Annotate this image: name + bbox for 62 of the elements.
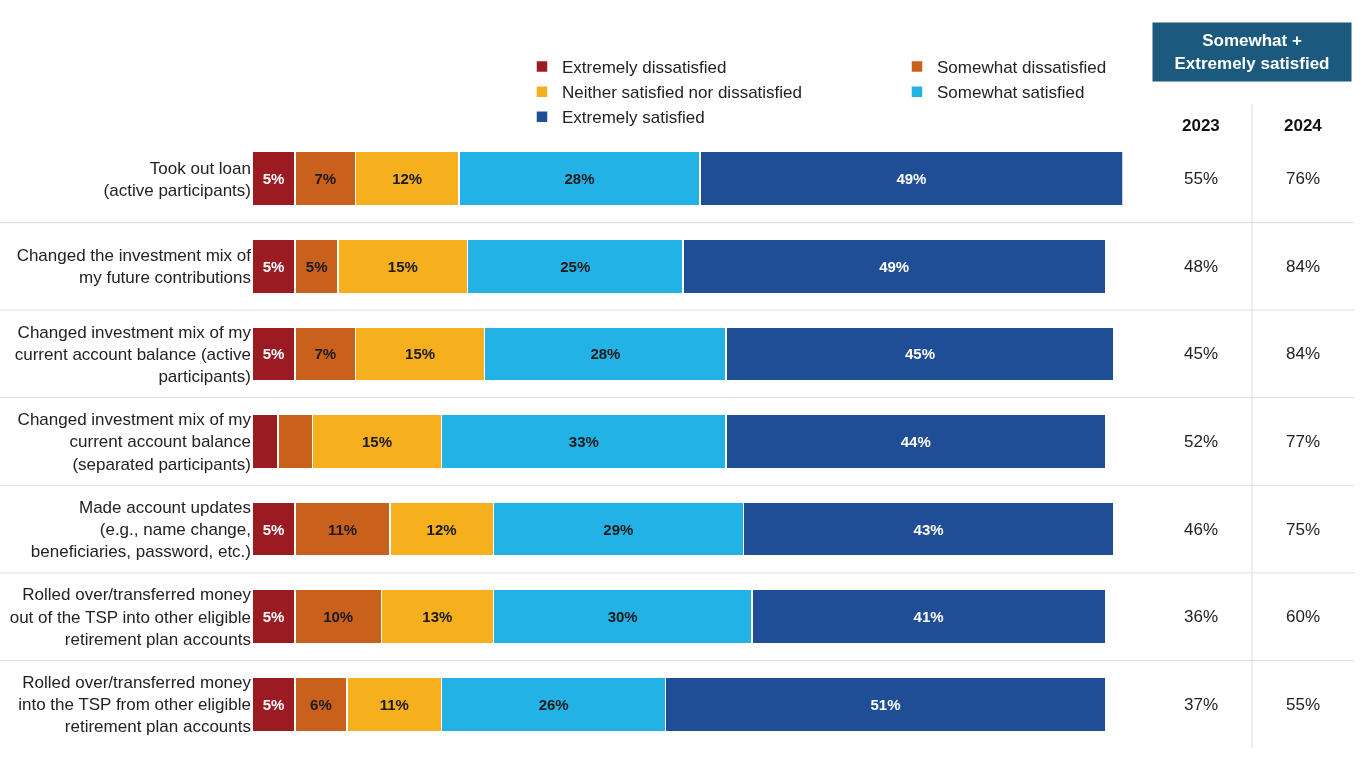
- data-label: 11%: [379, 695, 409, 713]
- text: 84%: [1286, 344, 1321, 363]
- data-label: 25%: [560, 257, 591, 275]
- data-label: 49%: [879, 257, 910, 275]
- y-tick-label: Rolled over/transferred money out of the TSP into other eligible retirement plan accounts: [9, 585, 252, 649]
- text: 37%: [1184, 695, 1219, 714]
- data-label: 12%: [426, 520, 457, 538]
- data-label: 43%: [913, 520, 944, 538]
- legend-label: Extremely satisfied: [561, 108, 705, 128]
- data-label: 5%: [305, 257, 328, 275]
- data-label: 5%: [262, 170, 285, 188]
- text: 55%: [1286, 695, 1321, 714]
- y-tick-label: Made account updates (e.g., name change, beneficiaries, password, etc.): [30, 497, 251, 562]
- legend-label: Neither satisfied nor dissatisfied: [561, 83, 803, 103]
- data-label: 15%: [387, 257, 418, 275]
- text: 75%: [1286, 520, 1321, 539]
- data-label: 44%: [900, 433, 931, 450]
- data-label: 15%: [405, 345, 436, 363]
- legend-label: Somewhat dissatisfied: [936, 58, 1107, 78]
- text: 52%: [1184, 432, 1219, 451]
- data-label: 6%: [310, 695, 332, 713]
- text: Somewhat + Extremely satisfied: [1174, 31, 1330, 73]
- data-label: 7%: [314, 345, 337, 363]
- data-label: 41%: [913, 608, 944, 626]
- data-label: 51%: [870, 695, 901, 713]
- data-label: 11%: [327, 520, 358, 538]
- y-tick-label: Took out loan (active participants): [103, 158, 251, 200]
- y-tick-label: Changed investment mix of my current account balance (separated participants): [17, 410, 252, 474]
- data-label: 45%: [905, 345, 936, 363]
- data-label: 5%: [262, 608, 285, 626]
- category-label: 2024: [1284, 116, 1323, 135]
- data-label: 29%: [603, 520, 634, 538]
- data-label: 5%: [262, 695, 285, 713]
- data-label: 33%: [568, 433, 599, 450]
- data-label: 5%: [262, 345, 285, 363]
- legend-label: Extremely dissatisfied: [561, 58, 727, 78]
- data-label: 28%: [590, 345, 621, 363]
- data-label: 5%: [262, 257, 285, 275]
- text: 60%: [1286, 607, 1321, 626]
- category-label: 2023: [1182, 116, 1220, 135]
- text: 84%: [1286, 257, 1321, 276]
- data-label: 30%: [607, 608, 638, 626]
- data-label: 5%: [262, 520, 285, 538]
- data-label: 49%: [896, 170, 927, 188]
- text: 45%: [1184, 344, 1219, 363]
- text: 36%: [1184, 607, 1219, 626]
- data-label: 12%: [392, 170, 423, 188]
- legend-label: Somewhat satisfied: [936, 83, 1085, 103]
- data-label: 15%: [361, 433, 392, 450]
- text: 77%: [1286, 432, 1321, 451]
- data-label: 26%: [538, 695, 569, 713]
- data-label: 7%: [314, 170, 337, 188]
- y-tick-label: Rolled over/transferred money into the TSP from other eligible retirement plan accounts: [18, 673, 252, 737]
- text: 46%: [1184, 520, 1219, 539]
- data-label: 10%: [323, 608, 354, 626]
- text: 48%: [1184, 257, 1219, 276]
- text: 55%: [1184, 169, 1219, 188]
- y-tick-label: Changed investment mix of my current account balance (active participants): [14, 322, 252, 386]
- data-label: 28%: [564, 170, 595, 188]
- data-label: 13%: [422, 608, 453, 626]
- y-tick-label: Changed the investment mix of my future contributions: [16, 246, 252, 288]
- text: 76%: [1286, 169, 1321, 188]
